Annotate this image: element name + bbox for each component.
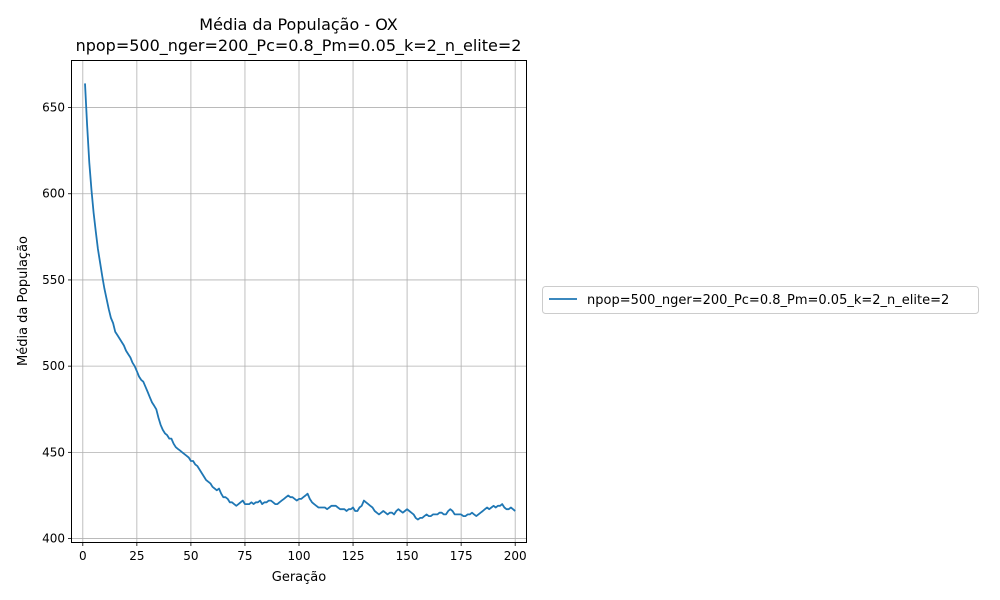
x-tick-label: 75 [237,549,252,563]
x-axis-label: Geração [272,570,326,585]
chart-subtitle: npop=500_nger=200_Pc=0.8_Pm=0.05_k=2_n_e… [76,36,522,56]
series-line [84,83,516,521]
x-tick-label: 150 [396,549,419,563]
y-tick-label: 600 [42,187,65,201]
y-tick-label: 650 [42,101,65,115]
x-tick-label: 25 [129,549,144,563]
legend-label: npop=500_nger=200_Pc=0.8_Pm=0.05_k=2_n_e… [587,293,949,308]
x-tick-label: 100 [288,549,311,563]
x-tick-label: 50 [183,549,198,563]
legend: npop=500_nger=200_Pc=0.8_Pm=0.05_k=2_n_e… [542,286,979,314]
y-tick-label: 500 [42,359,65,373]
axis-ticks: 0 25 50 75 100 125 150 175 200 400 450 500 550 600 650 [42,101,527,563]
chart-title: Média da População - OX [199,15,398,34]
y-tick-label: 550 [42,273,65,287]
x-tick-label: 175 [450,549,473,563]
x-tick-label: 0 [79,549,87,563]
grid [72,61,526,542]
y-tick-label: 400 [42,532,65,546]
x-tick-label: 200 [504,549,527,563]
plot-frame [71,60,527,543]
y-tick-label: 450 [42,445,65,459]
x-tick-label: 125 [342,549,365,563]
y-axis-label: Média da População [16,236,31,366]
legend-box [542,286,979,314]
